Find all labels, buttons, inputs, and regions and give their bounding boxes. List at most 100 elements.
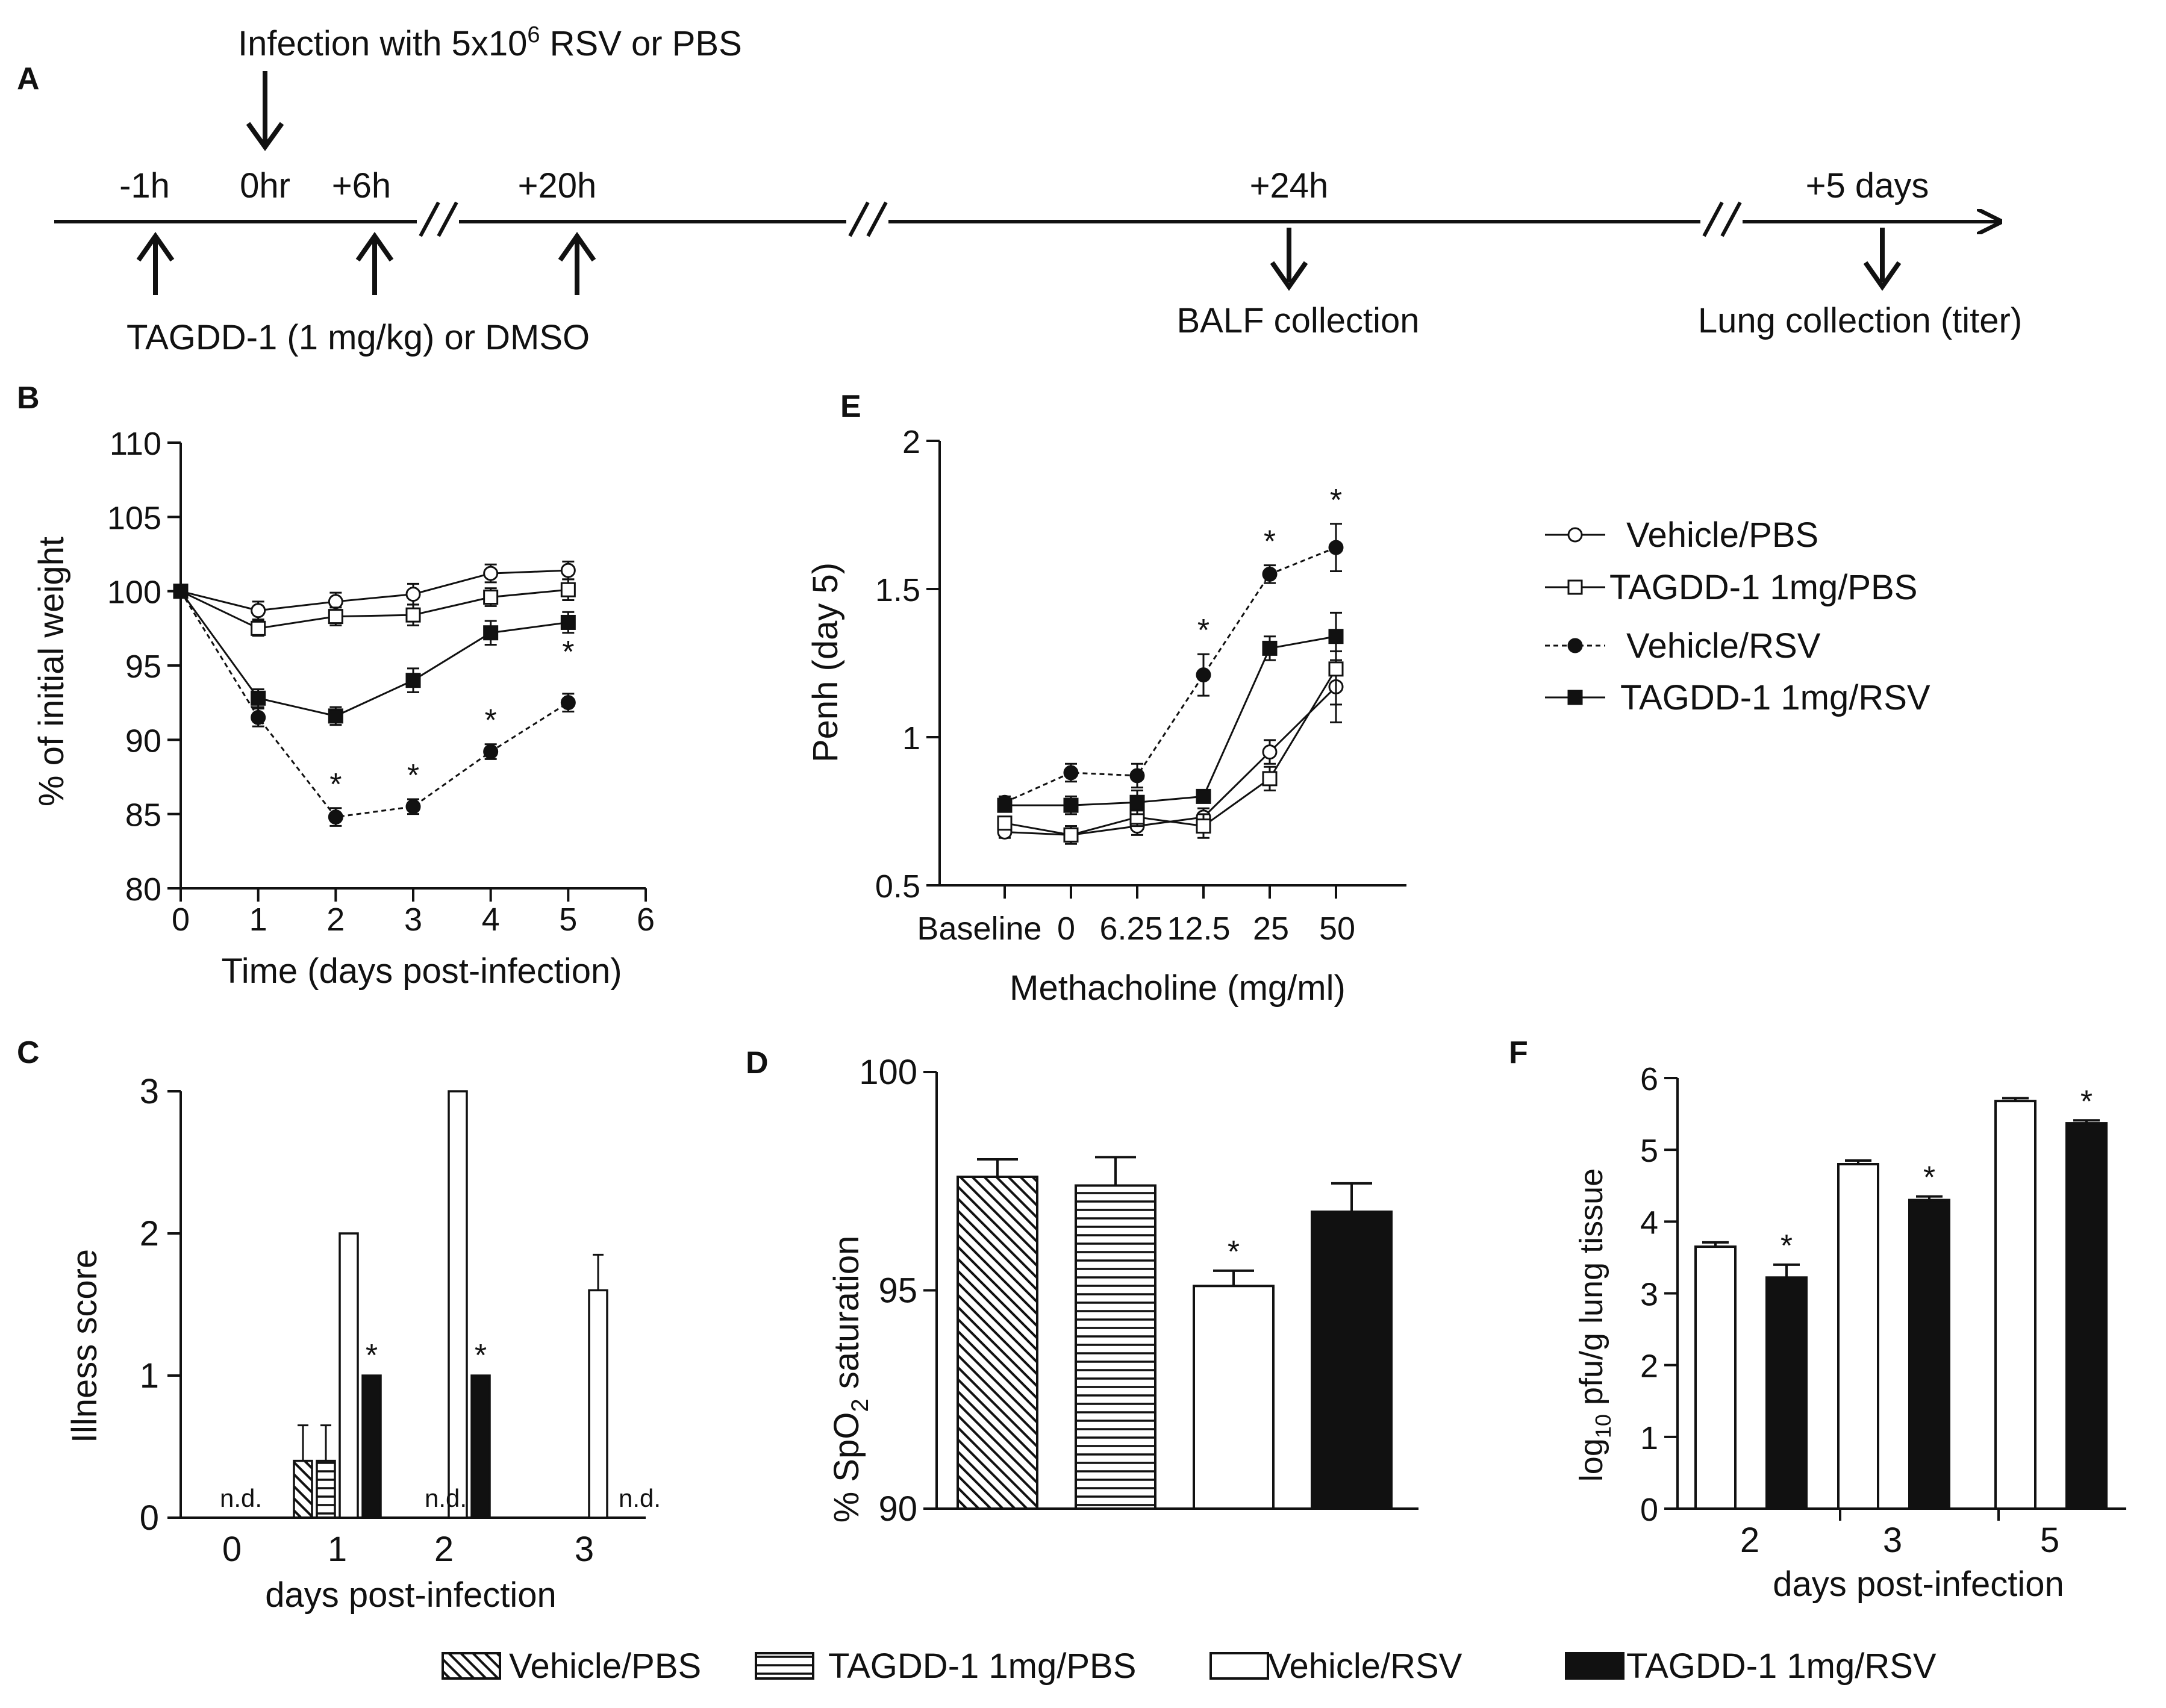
spo2-ylabel-sub: 2 (847, 1398, 873, 1412)
titer-ylabel-prefix: log (1573, 1438, 1609, 1482)
lung-label: Lung collection (titer) (1698, 301, 2022, 340)
balf-arrow-head (1270, 261, 1308, 291)
titer-bar-tagdd-1-1mg-rsv (2065, 1122, 2108, 1510)
illness-bar-tagdd-1-1mg-rsv (361, 1374, 382, 1519)
bar-legend-label-tagdd-1-1mg-pbs: TAGDD-1 1mg/PBS (828, 1647, 1136, 1686)
spo2-ylabel: % SpO2 saturation (827, 1236, 873, 1523)
weight-point-tagdd-1-1mg-rsv (328, 708, 343, 724)
treatment-arrow-2-head (355, 232, 394, 262)
time-6h: +6h (332, 166, 391, 205)
legend-label-tagdd-1-1mg-rsv: TAGDD-1 1mg/RSV (1620, 678, 1930, 717)
penh-xtick-label: 12.5 (1167, 911, 1230, 947)
penh-point-tagdd-1-1mg-rsv (1262, 640, 1278, 656)
illness-ytick-label: 3 (140, 1072, 159, 1111)
penh-line-tagdd-1-1mg-rsv (1005, 635, 1337, 806)
weight-significance-star: * (329, 767, 342, 802)
illness-chart-axes: 0 1 2 3 0 1 2 3 (140, 1072, 646, 1569)
illness-bar-vehicle-rsv (339, 1232, 359, 1519)
weight-xtick-label: 1 (249, 902, 267, 938)
penh-point-vehicle-rsv (1328, 540, 1344, 555)
weight-xlabel: Time (days post-infection) (221, 952, 622, 991)
spo2-significance-star: * (1228, 1235, 1240, 1270)
penh-chart-series: * * * (997, 483, 1344, 845)
bar-legend-label-vehicle-rsv: Vehicle/RSV (1268, 1647, 1462, 1686)
illness-chart-bars: * * n.d. n.d. n.d. (220, 1090, 661, 1519)
balf-label: BALF collection (1177, 301, 1420, 340)
titer-xtick-label: 3 (1883, 1521, 1902, 1560)
illness-xtick-label: 0 (222, 1530, 242, 1569)
weight-point-tagdd-1-1mg-rsv (251, 690, 266, 706)
weight-significance-star: * (562, 635, 574, 670)
legend-marker-vehicle-rsv (1567, 638, 1583, 653)
axis-break-3b (1720, 201, 1742, 237)
titer-bar-vehicle-rsv (1837, 1163, 1879, 1510)
panel-label-d: D (746, 1046, 769, 1080)
weight-line-tagdd-1-1mg-pbs (180, 588, 569, 629)
penh-xtick-label: Baseline (917, 911, 1041, 947)
weight-significance-star: * (485, 703, 497, 738)
weight-point-tagdd-1-1mg-pbs (483, 590, 499, 605)
penh-point-tagdd-1-1mg-rsv (1129, 794, 1145, 810)
axis-break-2a (848, 201, 870, 237)
penh-point-vehicle-rsv (1063, 765, 1079, 781)
penh-ytick-label: 2 (902, 424, 920, 460)
weight-point-tagdd-1-1mg-pbs (251, 620, 266, 636)
time-minus1h: -1h (119, 166, 170, 205)
weight-line-tagdd-1-1mg-rsv (179, 590, 569, 717)
weight-significance-star: * (407, 758, 419, 793)
titer-ytick-label: 3 (1640, 1277, 1658, 1313)
weight-xtick-label: 0 (172, 902, 190, 938)
titer-ytick-label: 5 (1640, 1133, 1658, 1169)
spo2-chart-bars: * (957, 1156, 1393, 1510)
illness-xtick-label: 1 (328, 1530, 347, 1569)
penh-point-vehicle-rsv (1196, 667, 1211, 683)
illness-ylabel: Illness score (65, 1249, 104, 1443)
legend-label-vehicle-rsv: Vehicle/RSV (1626, 626, 1821, 665)
penh-xtick-label: 25 (1253, 911, 1289, 947)
penh-significance-star: * (1330, 483, 1342, 518)
panel-label-a: A (17, 61, 40, 96)
infection-label-suffix: RSV or PBS (540, 24, 742, 63)
penh-ytick-label: 1 (902, 720, 920, 756)
titer-chart: 0 1 2 3 4 5 6 2 3 5 * * * log10 pfu/g lung tissue d… (1573, 1061, 2126, 1604)
spo2-ylabel-prefix: % SpO (827, 1412, 866, 1523)
titer-bar-vehicle-rsv (1994, 1100, 2036, 1510)
illness-bar-tagdd-1-1mg-rsv (470, 1374, 491, 1519)
weight-ytick-label: 90 (125, 723, 161, 759)
weight-point-vehicle-rsv (328, 809, 343, 825)
weight-ylabel: % of initial weight (32, 537, 71, 806)
legend-marker-tagdd-1-1mg-rsv (1567, 690, 1583, 705)
illness-xlabel: days post-infection (265, 1576, 557, 1615)
titer-ylabel-suffix: pfu/g lung tissue (1573, 1168, 1609, 1414)
titer-chart-bars: * * * (1694, 1084, 2108, 1510)
spo2-chart: 90 95 100 * % SpO2 saturation (827, 1053, 1419, 1529)
titer-ytick-label: 0 (1640, 1492, 1658, 1528)
panel-label-e: E (840, 389, 861, 424)
weight-xtick-label: 3 (404, 902, 422, 938)
bar-legend-swatch-tagdd-1-1mg-pbs (755, 1652, 814, 1680)
illness-nd-label: n.d. (220, 1484, 262, 1512)
weight-xtick-label: 2 (326, 902, 345, 938)
titer-ylabel-sub: 10 (1591, 1414, 1615, 1438)
bar-legend-swatch-tagdd-1-1mg-rsv (1565, 1652, 1625, 1680)
panel-label-c: C (17, 1035, 40, 1070)
spo2-ytick-label: 95 (878, 1271, 917, 1311)
penh-point-tagdd-1-1mg-rsv (1196, 788, 1211, 804)
time-0hr: 0hr (240, 166, 290, 205)
bar-legend-label-vehicle-pbs: Vehicle/PBS (509, 1647, 701, 1686)
penh-point-tagdd-1-1mg-pbs (1196, 818, 1211, 834)
illness-significance-star: * (366, 1338, 378, 1373)
weight-point-tagdd-1-1mg-rsv (173, 584, 189, 599)
spo2-ylabel-suffix: saturation (827, 1236, 866, 1399)
spo2-bar-vehicle-pbs (957, 1176, 1038, 1510)
titer-significance-star: * (1781, 1229, 1793, 1264)
time-20h: +20h (518, 166, 597, 205)
axis-break-2b (866, 201, 888, 237)
treatment-label: TAGDD-1 (1 mg/kg) or DMSO (126, 318, 590, 357)
penh-point-tagdd-1-1mg-pbs (1328, 661, 1344, 677)
penh-point-tagdd-1-1mg-rsv (1328, 629, 1344, 644)
weight-point-tagdd-1-1mg-rsv (483, 625, 499, 641)
penh-line-vehicle-pbs (1004, 686, 1337, 836)
illness-ytick-label: 2 (140, 1214, 159, 1253)
